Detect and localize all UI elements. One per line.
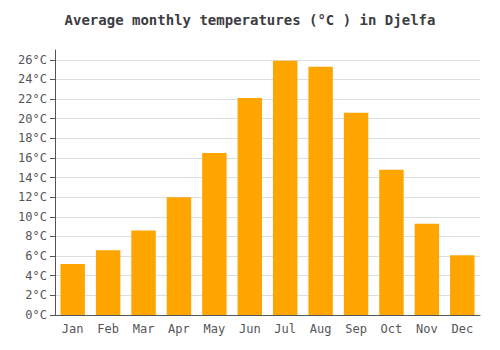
svg-text:0°C: 0°C (25, 308, 47, 322)
svg-text:Mar: Mar (133, 322, 155, 336)
svg-text:Jul: Jul (274, 322, 296, 336)
svg-text:4°C: 4°C (25, 269, 47, 283)
svg-text:18°C: 18°C (18, 131, 47, 145)
svg-text:22°C: 22°C (18, 92, 47, 106)
svg-text:12°C: 12°C (18, 190, 47, 204)
svg-text:6°C: 6°C (25, 249, 47, 263)
svg-text:20°C: 20°C (18, 112, 47, 126)
svg-text:14°C: 14°C (18, 171, 47, 185)
svg-text:10°C: 10°C (18, 210, 47, 224)
svg-text:Jun: Jun (239, 322, 261, 336)
svg-text:24°C: 24°C (18, 72, 47, 86)
svg-text:Jan: Jan (62, 322, 84, 336)
svg-text:May: May (204, 322, 226, 336)
svg-text:Average monthly temperatures (: Average monthly temperatures (°C ) in Dj… (65, 12, 436, 28)
svg-text:26°C: 26°C (18, 53, 47, 67)
svg-text:16°C: 16°C (18, 151, 47, 165)
svg-text:Aug: Aug (310, 322, 332, 336)
svg-text:Dec: Dec (451, 322, 473, 336)
svg-text:8°C: 8°C (25, 229, 47, 243)
svg-text:Feb: Feb (97, 322, 119, 336)
svg-text:Apr: Apr (168, 322, 190, 336)
svg-text:Nov: Nov (416, 322, 438, 336)
svg-text:Oct: Oct (381, 322, 403, 336)
svg-text:Sep: Sep (345, 322, 367, 336)
svg-text:2°C: 2°C (25, 288, 47, 302)
